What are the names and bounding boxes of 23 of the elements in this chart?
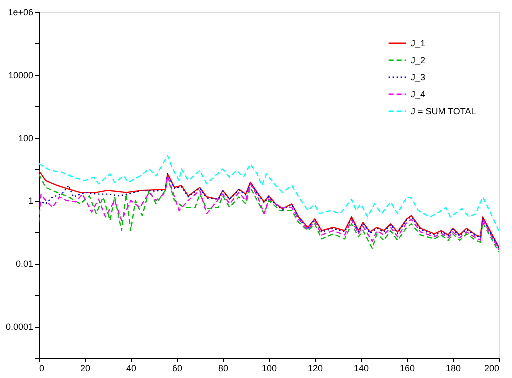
y-tick-label: 100: [18, 133, 34, 144]
legend-label: J_4: [411, 90, 426, 100]
y-tick-label: 10000: [8, 70, 34, 80]
x-tick-label: 100: [262, 364, 278, 374]
x-tick-label: 180: [446, 364, 462, 374]
x-tick-label: 120: [308, 364, 324, 374]
x-tick-label: 80: [218, 364, 229, 374]
legend-label: J_2: [411, 56, 426, 66]
y-tick-label: 0.01: [16, 259, 34, 270]
line-series: [39, 155, 499, 232]
x-tick-label: 40: [126, 364, 137, 374]
legend-label: J_3: [411, 72, 426, 82]
x-tick-label: 60: [172, 364, 183, 374]
y-tick-label: 1: [28, 196, 34, 206]
x-tick-label: 140: [354, 364, 370, 374]
y-tick-label: 1e+06: [8, 8, 34, 18]
x-tick-label: 160: [400, 364, 416, 374]
y-tick-label: 0.0001: [6, 322, 34, 332]
x-tick-label: 200: [484, 364, 500, 374]
legend-label: J = SUM TOTAL: [411, 106, 476, 116]
x-tick-label: 20: [80, 364, 91, 374]
x-tick-label: 0: [40, 364, 45, 374]
legend-label: J_1: [411, 38, 426, 48]
